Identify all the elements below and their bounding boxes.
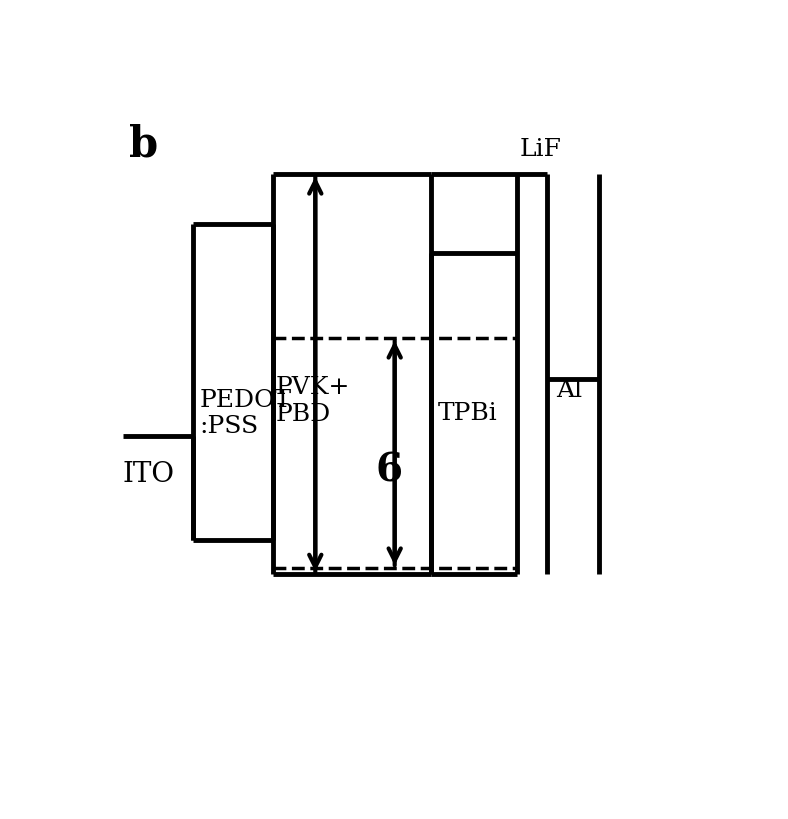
- Text: 6: 6: [375, 451, 402, 489]
- Text: TPBi: TPBi: [437, 402, 497, 425]
- Text: ITO: ITO: [123, 461, 175, 488]
- Text: PVK+
PBD: PVK+ PBD: [276, 376, 350, 426]
- Text: LiF: LiF: [520, 138, 562, 161]
- Text: Al: Al: [556, 379, 582, 402]
- Text: b: b: [129, 124, 158, 165]
- Text: PEDOT
:PSS: PEDOT :PSS: [199, 389, 292, 438]
